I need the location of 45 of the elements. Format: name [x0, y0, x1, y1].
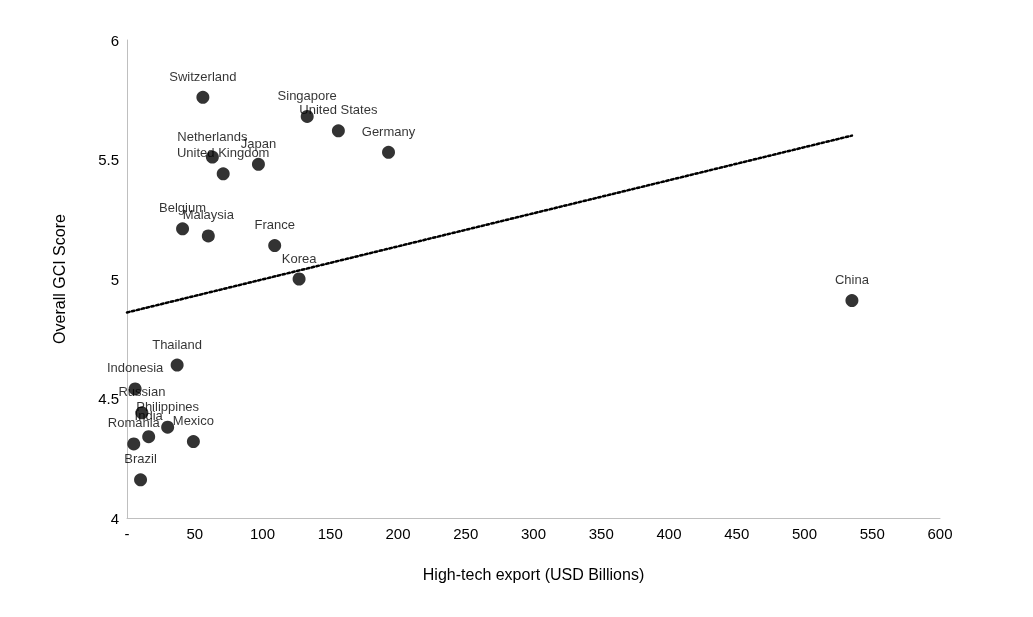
x-tick-label: 500 — [791, 525, 818, 542]
data-label: Germany — [361, 123, 416, 139]
y-tick-label: 6 — [110, 31, 119, 49]
y-tick-label: 5 — [110, 270, 119, 288]
data-label: Indonesia — [106, 360, 165, 376]
data-label: Singapore — [277, 87, 337, 103]
data-label: Korea — [281, 250, 318, 266]
x-tick-label: - — [124, 525, 130, 542]
x-tick-label: 150 — [317, 525, 343, 542]
point — [268, 239, 282, 253]
point — [134, 473, 148, 487]
point — [382, 145, 396, 159]
y-axis-title: Overall GCI Score — [50, 213, 68, 344]
data-label: China — [834, 272, 870, 288]
point — [161, 420, 175, 434]
y-tick-label: 5.5 — [98, 151, 119, 168]
y-tick-label: 4.5 — [98, 390, 119, 407]
data-label: Thailand — [152, 336, 203, 352]
x-tick-label: 450 — [724, 525, 750, 542]
x-tick-label: 200 — [385, 525, 411, 542]
x-tick-label: 600 — [927, 525, 953, 542]
data-label: France — [254, 217, 295, 233]
y-tick-label: 4 — [110, 509, 119, 527]
point — [201, 229, 215, 243]
point — [176, 222, 190, 236]
point — [845, 294, 859, 308]
x-tick-label: 300 — [520, 525, 547, 542]
data-label: Brazil — [124, 451, 157, 467]
x-tick-label: 350 — [588, 525, 614, 542]
point — [216, 167, 230, 181]
point — [142, 430, 156, 444]
data-label: Switzerland — [169, 68, 237, 84]
x-tick-label: 400 — [656, 525, 682, 542]
data-label: Mexico — [172, 413, 214, 429]
point — [186, 435, 200, 449]
point — [170, 358, 184, 372]
point — [127, 437, 141, 451]
point — [331, 124, 345, 138]
x-tick-label: 50 — [186, 525, 204, 542]
x-tick-label: 250 — [453, 525, 479, 542]
x-tick-label: 550 — [859, 525, 885, 542]
point — [196, 90, 210, 104]
x-tick-label: 100 — [249, 525, 276, 542]
x-axis-title: High-tech export (USD Billions) — [422, 565, 645, 583]
point — [292, 272, 306, 286]
